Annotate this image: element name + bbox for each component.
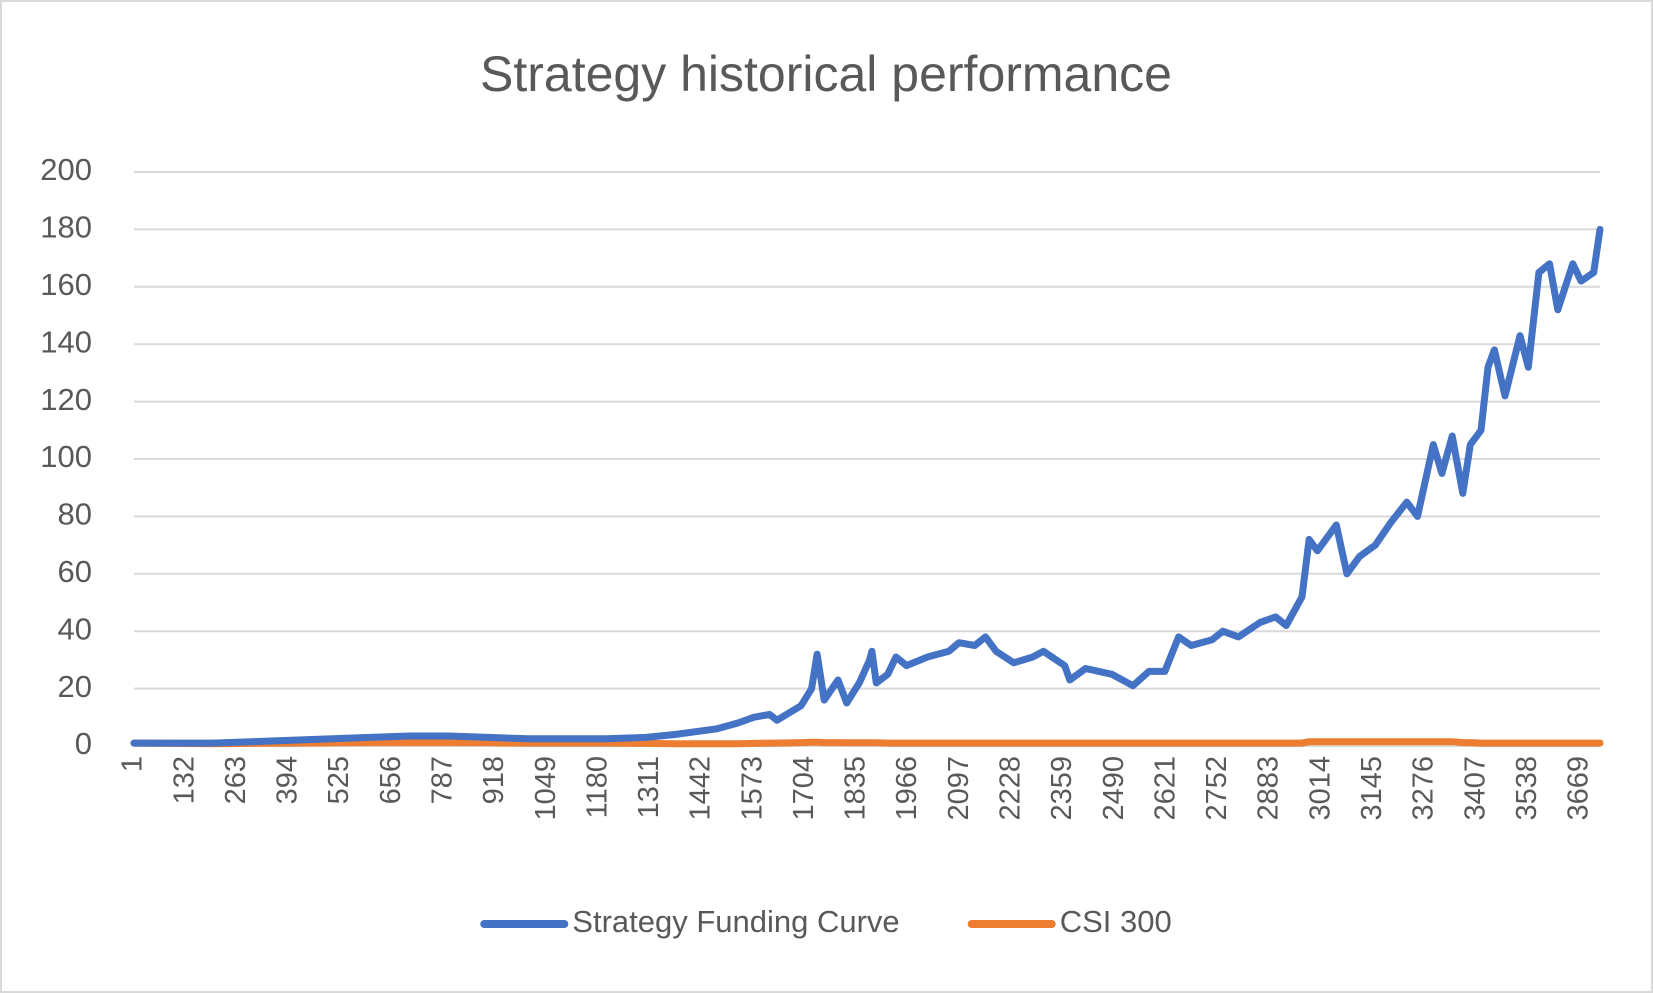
x-tick-label: 656 <box>375 756 407 804</box>
x-tick-label: 2883 <box>1253 756 1285 821</box>
y-tick-label: 200 <box>40 152 92 187</box>
x-tick-label: 1835 <box>840 756 872 821</box>
x-tick-label: 3014 <box>1304 756 1336 821</box>
y-tick-label: 20 <box>58 669 92 704</box>
x-tick-label: 3276 <box>1408 756 1440 821</box>
y-tick-label: 60 <box>58 554 92 589</box>
x-tick-label: 263 <box>220 756 252 804</box>
x-tick-label: 2228 <box>995 756 1027 821</box>
x-tick-label: 3407 <box>1459 756 1491 821</box>
legend-label: Strategy Funding Curve <box>572 904 899 939</box>
y-tick-label: 160 <box>40 267 92 302</box>
legend-label: CSI 300 <box>1060 904 1172 939</box>
x-tick-label: 1 <box>117 756 149 772</box>
x-tick-label: 132 <box>168 756 200 804</box>
y-tick-label: 0 <box>75 726 92 761</box>
x-tick-label: 918 <box>478 756 510 804</box>
y-tick-label: 80 <box>58 497 92 532</box>
y-tick-label: 100 <box>40 439 92 474</box>
x-tick-label: 525 <box>323 756 355 804</box>
x-tick-label: 1573 <box>736 756 768 821</box>
x-tick-label: 1966 <box>891 756 923 821</box>
chart-title: Strategy historical performance <box>480 46 1172 102</box>
x-tick-label: 2359 <box>1046 756 1078 821</box>
x-tick-label: 2621 <box>1149 756 1181 821</box>
x-tick-label: 2752 <box>1201 756 1233 821</box>
x-tick-label: 2490 <box>1098 756 1130 821</box>
x-tick-label: 1704 <box>788 756 820 821</box>
x-tick-label: 1442 <box>685 756 717 821</box>
x-tick-label: 1180 <box>581 756 613 818</box>
y-tick-label: 40 <box>58 611 92 646</box>
x-tick-label: 3669 <box>1563 756 1595 821</box>
x-tick-label: 2097 <box>943 756 975 821</box>
y-tick-label: 140 <box>40 324 92 359</box>
x-tick-label: 3145 <box>1356 756 1388 821</box>
line-series <box>130 225 1604 747</box>
y-tick-label: 120 <box>40 382 92 417</box>
x-tick-label: 1311 <box>633 756 665 818</box>
x-tick-label: 787 <box>426 756 458 804</box>
y-tick-label: 180 <box>40 210 92 245</box>
x-tick-label: 394 <box>272 756 304 804</box>
x-tick-label: 1049 <box>530 756 562 821</box>
x-tick-label: 3538 <box>1511 756 1543 821</box>
line-series <box>130 738 1604 748</box>
